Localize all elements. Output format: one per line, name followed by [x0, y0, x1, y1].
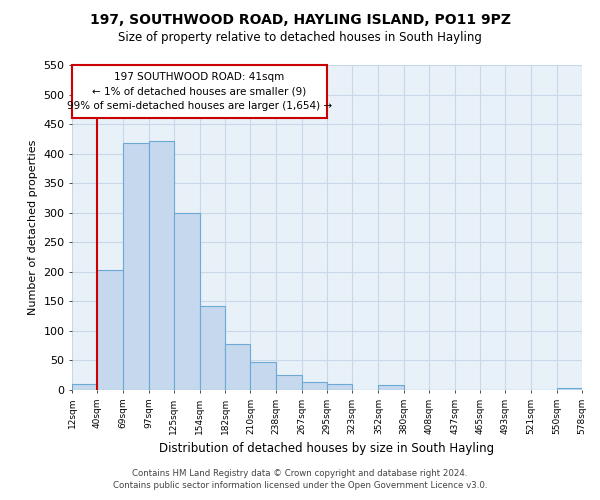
Bar [200, 306, 225, 390]
Bar [124, 143, 149, 390]
Text: Size of property relative to detached houses in South Hayling: Size of property relative to detached ho… [118, 31, 482, 44]
Bar [174, 212, 200, 390]
Bar [302, 382, 327, 390]
Bar [72, 65, 327, 118]
Text: 99% of semi-detached houses are larger (1,654) →: 99% of semi-detached houses are larger (… [67, 102, 332, 112]
Bar [97, 270, 124, 390]
Text: 197 SOUTHWOOD ROAD: 41sqm: 197 SOUTHWOOD ROAD: 41sqm [115, 72, 284, 82]
Bar [149, 141, 174, 390]
Text: 197, SOUTHWOOD ROAD, HAYLING ISLAND, PO11 9PZ: 197, SOUTHWOOD ROAD, HAYLING ISLAND, PO1… [89, 12, 511, 26]
X-axis label: Distribution of detached houses by size in South Hayling: Distribution of detached houses by size … [160, 442, 494, 456]
Bar [225, 344, 250, 390]
Bar [557, 388, 582, 390]
Bar [72, 384, 97, 390]
Bar [250, 362, 275, 390]
Bar [379, 386, 404, 390]
Bar [275, 375, 302, 390]
Text: Contains public sector information licensed under the Open Government Licence v3: Contains public sector information licen… [113, 481, 487, 490]
Bar [327, 384, 352, 390]
Y-axis label: Number of detached properties: Number of detached properties [28, 140, 38, 315]
Text: ← 1% of detached houses are smaller (9): ← 1% of detached houses are smaller (9) [92, 86, 307, 97]
Text: Contains HM Land Registry data © Crown copyright and database right 2024.: Contains HM Land Registry data © Crown c… [132, 468, 468, 477]
